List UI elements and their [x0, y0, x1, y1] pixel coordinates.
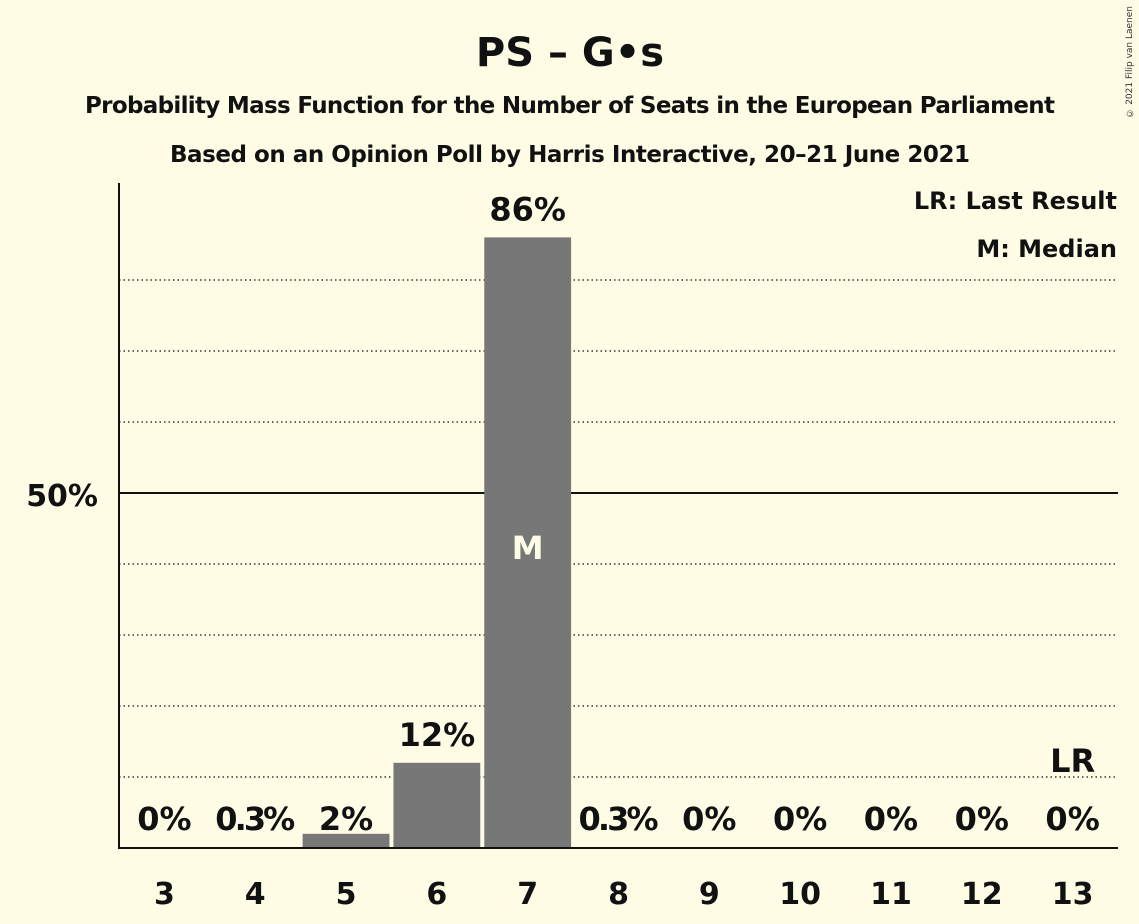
data-label-5: 2%	[319, 800, 373, 838]
legend-last-result: LR: Last Result	[914, 187, 1117, 215]
bar-6	[393, 762, 481, 848]
x-tick-12: 12	[961, 877, 1003, 912]
data-label-4: 0.3%	[215, 800, 295, 838]
copyright-notice: © 2021 Filip van Laenen	[1125, 6, 1135, 118]
bar-5	[302, 833, 390, 848]
data-label-8: 0.3%	[579, 800, 659, 838]
chart-title: PS – G•s	[476, 30, 664, 76]
chart-subtitle: Probability Mass Function for the Number…	[85, 93, 1055, 119]
data-labels: 0% 0.3% 2% 12% 86% M 0.3% 0% 0% 0% 0% 0% LR	[137, 190, 1100, 838]
x-tick-13: 13	[1052, 877, 1094, 912]
data-label-11: 0%	[864, 800, 918, 838]
data-label-12: 0%	[955, 800, 1009, 838]
last-result-marker: LR	[1050, 742, 1095, 780]
gridlines	[119, 279, 1118, 778]
data-label-10: 0%	[773, 800, 827, 838]
x-tick-9: 9	[699, 877, 720, 912]
data-label-3: 0%	[137, 800, 191, 838]
y-tick-label-50: 50%	[26, 479, 98, 514]
data-label-7: 86%	[489, 190, 566, 228]
x-tick-10: 10	[779, 877, 821, 912]
bar-7	[484, 237, 572, 848]
x-tick-7: 7	[517, 877, 538, 912]
x-tick-5: 5	[336, 877, 357, 912]
x-tick-8: 8	[608, 877, 629, 912]
x-tick-11: 11	[870, 877, 912, 912]
chart-subtitle-2: Based on an Opinion Poll by Harris Inter…	[170, 142, 970, 168]
x-tick-4: 4	[245, 877, 266, 912]
median-marker: M	[512, 529, 544, 567]
x-tick-labels: 3 4 5 6 7 8 9 10 11 12 13	[154, 877, 1093, 912]
legend-median: M: Median	[976, 235, 1117, 263]
x-tick-6: 6	[426, 877, 447, 912]
x-tick-3: 3	[154, 877, 175, 912]
bars	[302, 237, 572, 848]
data-label-13: 0%	[1045, 800, 1099, 838]
data-label-6: 12%	[399, 716, 476, 754]
data-label-9: 0%	[682, 800, 736, 838]
